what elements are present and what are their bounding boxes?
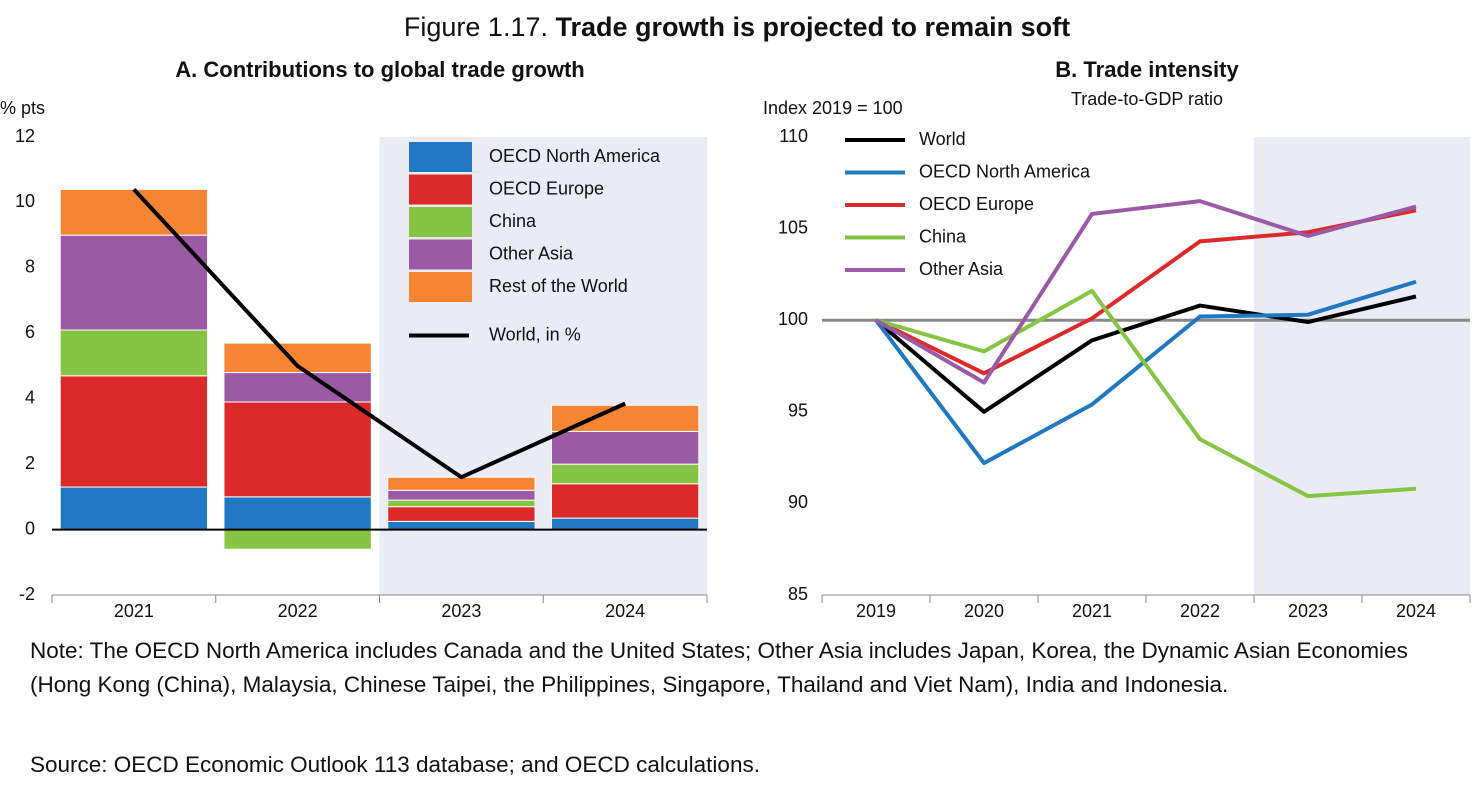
- x-tick-label: 2021: [114, 601, 154, 621]
- bar-segment: [387, 499, 536, 508]
- figure-heading: Trade growth is projected to remain soft: [555, 12, 1071, 42]
- y-tick-label: 2: [25, 453, 35, 473]
- legend-label: OECD Europe: [489, 178, 604, 198]
- legend-swatch: [409, 142, 472, 172]
- data-line: [875, 199, 1417, 385]
- y-tick-label: 12: [15, 126, 35, 146]
- legend-swatch: [409, 207, 472, 237]
- legend-label: OECD North America: [489, 146, 661, 166]
- source: Source: OECD Economic Outlook 113 databa…: [30, 752, 760, 777]
- bar-segment: [550, 483, 700, 519]
- bar-segment: [387, 506, 536, 522]
- figure-title: Figure 1.17. Trade growth is projected t…: [0, 12, 1474, 43]
- x-tick-label: 2020: [964, 601, 1004, 621]
- legend-label: World, in %: [489, 324, 581, 344]
- bar-segment: [59, 375, 209, 488]
- legend-label: World: [919, 129, 966, 149]
- data-line: [875, 288, 1417, 499]
- x-tick-label: 2022: [1180, 601, 1220, 621]
- y-tick-label: 90: [788, 492, 808, 512]
- figure-number: Figure 1.17.: [403, 12, 548, 42]
- x-tick-label: 2023: [441, 601, 481, 621]
- y-tick-label: 110: [779, 126, 808, 146]
- legend-swatch: [409, 272, 472, 302]
- data-line: [874, 294, 1417, 414]
- y-tick-label: 100: [778, 309, 808, 329]
- legend-label: Other Asia: [489, 243, 574, 263]
- x-tick-label: 2024: [605, 601, 645, 621]
- y-axis-label: Index 2019 = 100: [763, 98, 903, 118]
- bar-segment: [59, 329, 209, 377]
- y-tick-label: 105: [778, 217, 808, 237]
- data-line: [875, 208, 1417, 376]
- y-axis-label: % pts: [0, 98, 45, 118]
- bar-segment: [387, 520, 536, 531]
- x-tick-label: 2024: [1396, 601, 1436, 621]
- bar-segment: [223, 401, 372, 498]
- panel-title: A. Contributions to global trade growth: [175, 57, 584, 82]
- bar-segment: [59, 188, 209, 236]
- legend-label: Other Asia: [919, 259, 1004, 279]
- bar-segment: [223, 496, 372, 531]
- y-tick-label: 4: [25, 387, 35, 407]
- data-line: [874, 279, 1417, 466]
- legend-label: OECD North America: [919, 161, 1091, 181]
- y-tick-label: 8: [25, 257, 35, 277]
- projection-shade: [1254, 137, 1470, 595]
- legend-swatch: [409, 174, 472, 205]
- bar-segment: [59, 486, 209, 531]
- legend-label: China: [489, 211, 537, 231]
- legend-label: Rest of the World: [489, 276, 628, 296]
- bar-segment: [223, 372, 372, 403]
- y-tick-label: 95: [788, 401, 808, 421]
- note: Note: The OECD North America includes Ca…: [30, 638, 1408, 697]
- bar-segment: [550, 430, 700, 465]
- x-tick-label: 2023: [1288, 601, 1328, 621]
- bar-segment: [223, 529, 372, 550]
- x-tick-label: 2021: [1072, 601, 1112, 621]
- y-tick-label: 6: [25, 322, 35, 342]
- legend-label: OECD Europe: [919, 194, 1034, 214]
- panel-title: B. Trade intensity: [1055, 57, 1239, 82]
- panel-subtitle: Trade-to-GDP ratio: [1071, 89, 1223, 109]
- bar-segment: [387, 489, 536, 501]
- bar-segment: [59, 234, 209, 331]
- y-tick-label: -2: [19, 584, 35, 604]
- x-tick-label: 2019: [856, 601, 896, 621]
- legend-swatch: [409, 239, 472, 270]
- charts: A. Contributions to global trade growth%…: [0, 57, 1471, 621]
- y-tick-label: 10: [15, 191, 35, 211]
- y-tick-label: 0: [25, 518, 35, 538]
- bar-segment: [550, 517, 700, 531]
- legend-label: China: [919, 226, 967, 246]
- y-tick-label: 85: [788, 584, 808, 604]
- x-tick-label: 2022: [278, 601, 318, 621]
- bar-segment: [550, 463, 700, 485]
- data-line: [132, 187, 626, 480]
